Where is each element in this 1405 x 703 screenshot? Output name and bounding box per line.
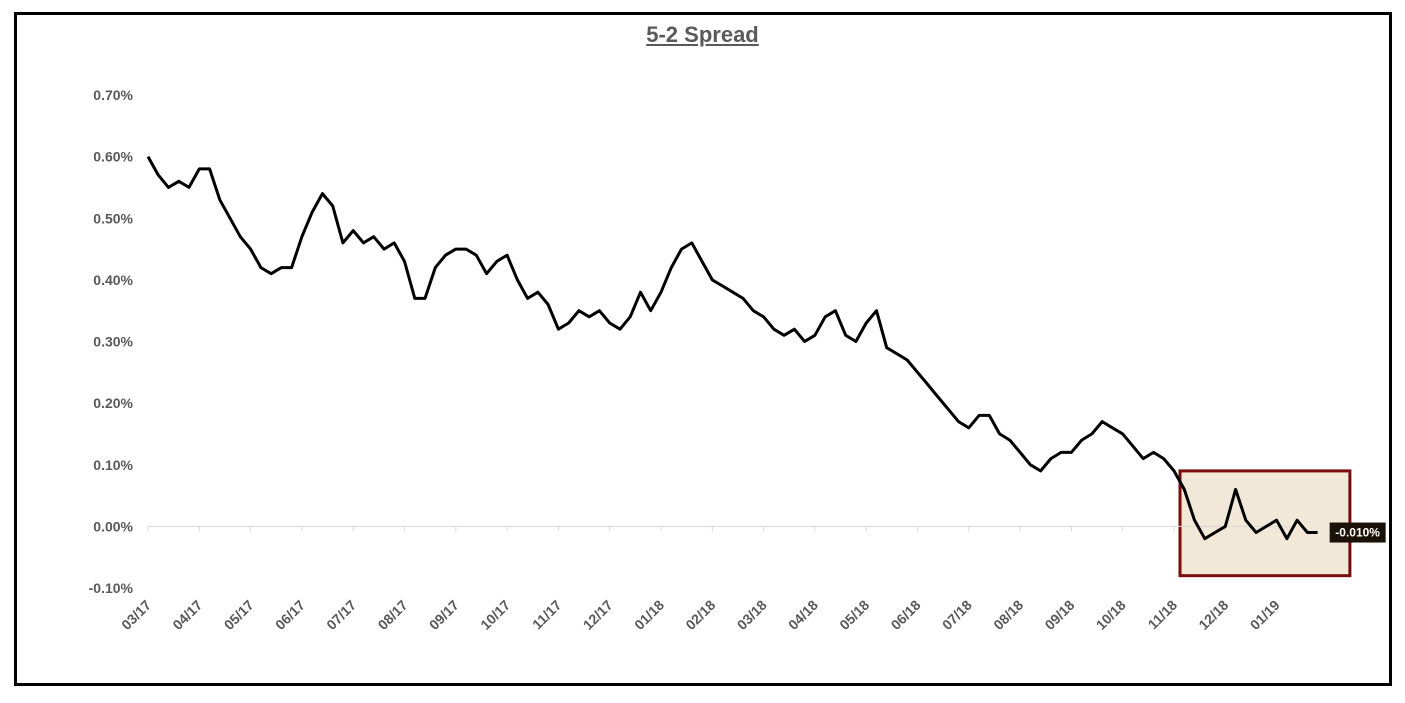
chart-title: 5-2 Spread bbox=[646, 22, 759, 47]
highlight-box bbox=[1178, 469, 1352, 578]
x-tick-label: 05/18 bbox=[836, 597, 872, 633]
last-value-label: -0.010% bbox=[1335, 526, 1380, 540]
y-tick-label: 0.00% bbox=[93, 518, 133, 534]
x-tick-label: 07/17 bbox=[323, 597, 359, 633]
y-tick-label: 0.70% bbox=[93, 87, 133, 103]
x-tick-label: 01/19 bbox=[1247, 597, 1283, 633]
x-tick-label: 01/18 bbox=[631, 597, 667, 633]
x-tick-label: 06/18 bbox=[888, 597, 924, 633]
y-tick-label: -0.10% bbox=[89, 580, 134, 596]
x-tick-label: 06/17 bbox=[272, 597, 308, 633]
x-tick-label: 09/18 bbox=[1041, 597, 1077, 633]
x-tick-label: 11/18 bbox=[1145, 597, 1181, 633]
y-tick-label: 0.60% bbox=[93, 149, 133, 165]
x-tick-label: 10/18 bbox=[1093, 597, 1129, 633]
x-tick-label: 07/18 bbox=[939, 597, 975, 633]
x-tick-label: 11/17 bbox=[529, 597, 565, 633]
x-tick-label: 10/17 bbox=[477, 597, 513, 633]
y-tick-label: 0.10% bbox=[93, 457, 133, 473]
x-tick-label: 12/17 bbox=[580, 597, 616, 633]
x-tick-label: 08/18 bbox=[990, 597, 1026, 633]
x-tick-label: 04/17 bbox=[169, 597, 205, 633]
y-tick-label: 0.40% bbox=[93, 272, 133, 288]
y-tick-label: 0.30% bbox=[93, 334, 133, 350]
x-tick-label: 04/18 bbox=[785, 597, 821, 633]
x-tick-label: 09/17 bbox=[426, 597, 462, 633]
series-line bbox=[146, 155, 1318, 541]
x-tick-label: 05/17 bbox=[221, 597, 257, 633]
last-value-label-bg bbox=[1329, 522, 1386, 543]
x-tick-label: 03/17 bbox=[118, 597, 154, 633]
chart-frame bbox=[14, 12, 1392, 686]
x-tick-label: 12/18 bbox=[1195, 597, 1231, 633]
x-tick-label: 03/18 bbox=[734, 597, 770, 633]
y-tick-label: 0.20% bbox=[93, 395, 133, 411]
x-tick-label: 08/17 bbox=[375, 597, 411, 633]
y-tick-label: 0.50% bbox=[93, 210, 133, 226]
x-tick-label: 02/18 bbox=[682, 597, 718, 633]
